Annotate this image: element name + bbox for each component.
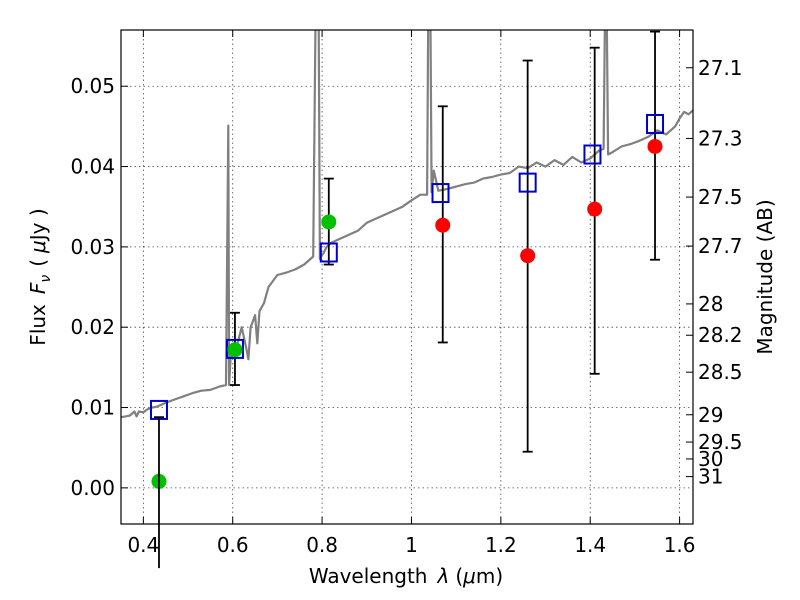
green-observed-point (321, 214, 337, 230)
model-point-square (518, 172, 537, 193)
red-observed-point (647, 138, 663, 154)
x-tick-label: 0.8 (306, 533, 338, 557)
red-observed-point (435, 217, 451, 233)
x-axis-unit-rest: m) (476, 564, 503, 588)
y2-tick-label: 27.1 (698, 56, 743, 80)
y2-tick-label: 28.2 (698, 323, 743, 347)
y-tick-label: 0.05 (70, 74, 115, 98)
y2-tick-label: 30 (698, 447, 723, 471)
y-axis-symbol: F (26, 282, 50, 294)
y2-tick-label: 27.5 (698, 185, 743, 209)
y-axis-unit-mu: μ (26, 240, 50, 254)
y-axis-unit-open: ( (26, 259, 50, 267)
x-tick-label: 1.4 (574, 533, 606, 557)
grid (121, 30, 693, 524)
y2-tick-label: 29 (698, 403, 723, 427)
y2-tick-label: 28.5 (698, 360, 743, 384)
x-tick-label: 1 (405, 533, 418, 557)
ticks: 0.4 0.6 0.8 1 1.2 1.4 1.6 0.00 0.01 0.02 0.03 0.04 0… (70, 30, 743, 557)
y2-axis-title: Magnitude (AB) (753, 199, 777, 354)
x-axis-unit-mu: μ (462, 564, 476, 588)
y2-tick-label: 27.3 (698, 126, 743, 150)
y2-tick-label: 31 (698, 465, 723, 489)
y2-tick-label: 29.5 (698, 430, 743, 454)
x-tick-label: 1.6 (664, 533, 696, 557)
x-tick-label: 0.4 (127, 533, 159, 557)
y-tick-label: 0.00 (70, 476, 115, 500)
model-point-square (225, 338, 244, 359)
green-observed-point (227, 342, 243, 358)
y-axis-label: Flux (26, 304, 50, 346)
model-point-square (319, 242, 338, 263)
x-axis-unit-open: ( (455, 564, 463, 588)
y-tick-label: 0.03 (70, 235, 115, 259)
x-axis-title: Wavelength λ (μm) (309, 564, 503, 588)
x-tick-label: 0.6 (217, 533, 249, 557)
y-tick-label: 0.04 (70, 155, 115, 179)
y-tick-label: 0.01 (70, 396, 115, 420)
x-axis-symbol: λ (436, 564, 449, 588)
model-point-square (583, 144, 602, 165)
y-axis-unit-rest: Jy ) (26, 208, 50, 242)
red-observed-point (520, 248, 536, 264)
x-tick-label: 1.2 (485, 533, 517, 557)
y2-tick-label: 28 (698, 292, 723, 316)
x-axis-label: Wavelength (309, 564, 428, 588)
y-axis-symbol-sub: ν (38, 275, 54, 283)
y-tick-label: 0.02 (70, 315, 115, 339)
model-point-square (646, 113, 665, 134)
plot-area (121, 30, 693, 489)
plot-frame (120, 29, 694, 525)
y2-tick-label: 27.7 (698, 234, 743, 258)
model-point-square (431, 183, 450, 204)
y-axis-title: Flux Fν ( μJy ) (26, 208, 54, 345)
red-observed-point (587, 201, 603, 217)
